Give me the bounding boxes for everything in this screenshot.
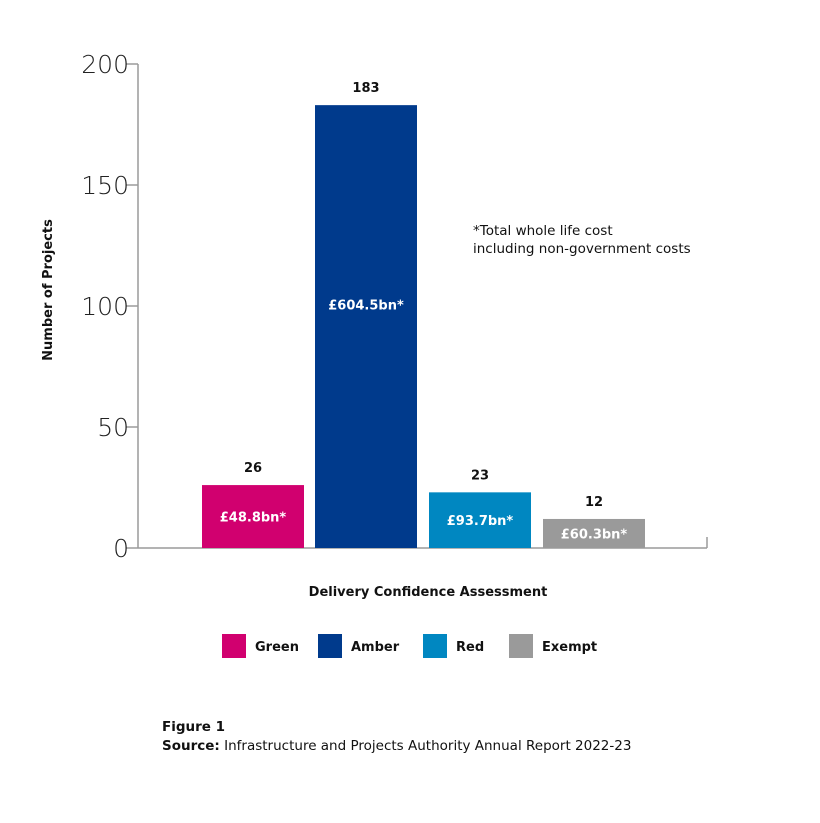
y-tick-label: 100 (81, 292, 129, 321)
source-text: Infrastructure and Projects Authority An… (219, 738, 632, 754)
bar-cost-label: £60.3bn* (561, 527, 628, 542)
legend-label: Green (255, 640, 299, 655)
bar-value-label: 26 (244, 461, 262, 476)
legend-swatch-amber (318, 634, 342, 658)
legend-label: Amber (351, 640, 400, 655)
legend-label: Exempt (542, 640, 597, 655)
bar-green (202, 485, 304, 548)
y-tick-label: 200 (81, 50, 129, 79)
bar-value-label: 12 (585, 495, 603, 510)
legend-swatch-exempt (509, 634, 533, 658)
bar-red (429, 492, 531, 548)
bar-value-label: 23 (471, 468, 489, 483)
bar-cost-label: £48.8bn* (220, 511, 287, 526)
figure-number: Figure 1 (162, 719, 226, 735)
y-tick-label: 50 (97, 413, 129, 442)
annotation-line-2: including non-government costs (473, 241, 691, 257)
bar-cost-label: £604.5bn* (328, 298, 404, 313)
legend-swatch-red (423, 634, 447, 658)
bar-cost-label: £93.7bn* (447, 514, 514, 529)
figure-caption: Figure 1 Source: Infrastructure and Proj… (162, 718, 631, 756)
bar-amber (315, 105, 417, 548)
source-label: Source: (162, 738, 220, 754)
cost-annotation: *Total whole life cost including non-gov… (473, 222, 691, 258)
y-tick-label: 0 (113, 534, 129, 563)
y-axis-label: Number of Projects (41, 219, 56, 361)
x-axis-label: Delivery Confidence Assessment (309, 585, 548, 600)
bar-value-label: 183 (352, 81, 379, 96)
bar-exempt (543, 518, 645, 548)
annotation-line-1: *Total whole life cost (473, 223, 613, 239)
y-tick-label: 150 (81, 171, 129, 200)
legend-label: Red (456, 640, 484, 655)
legend-swatch-green (222, 634, 246, 658)
